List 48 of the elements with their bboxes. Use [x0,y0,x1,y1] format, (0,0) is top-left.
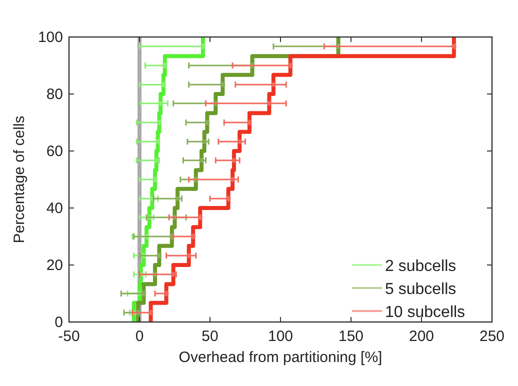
point [148,310,154,316]
y-tick-label: 40 [46,200,63,217]
point [204,120,210,125]
y-tick-label: 0 [54,314,63,331]
point [154,158,159,163]
point [288,63,293,68]
point [190,234,196,239]
point [156,253,162,258]
y-tick-label: 20 [46,257,63,274]
point [200,44,206,49]
point [237,139,242,144]
y-axis-title: Percentage of cells [11,116,28,244]
x-axis-title: Overhead from partitioning [%] [178,349,382,366]
x-tick-label: -50 [58,328,80,345]
x-tick-label: 250 [479,328,505,345]
point [158,100,164,106]
y-tick-label: 60 [46,143,63,160]
point [198,214,203,220]
point [199,158,204,163]
point [270,82,276,88]
point [164,291,169,296]
point [231,158,236,163]
point [175,196,180,202]
x-tick-label: 150 [338,328,364,345]
point [162,63,168,68]
y-tick-label: 80 [46,86,63,103]
point [156,120,162,125]
point [451,44,456,49]
x-tick-label: 0 [135,328,144,345]
point [266,100,272,106]
point [141,291,146,296]
x-tick-label: 50 [202,328,218,345]
point [155,139,160,144]
legend-label: 2 subcells [385,258,456,275]
x-tick-label: 200 [408,328,434,345]
legend-label: 10 subcells [385,304,466,321]
point [230,177,236,182]
point [186,253,192,258]
x-tick-label: 100 [268,328,294,345]
legend-label: 5 subcells [385,281,456,298]
point [226,196,231,202]
point [246,120,252,125]
point [202,139,207,144]
point [170,272,176,277]
y-tick-label: 100 [38,29,63,46]
point [220,82,226,88]
point [160,82,166,88]
point [152,177,158,182]
